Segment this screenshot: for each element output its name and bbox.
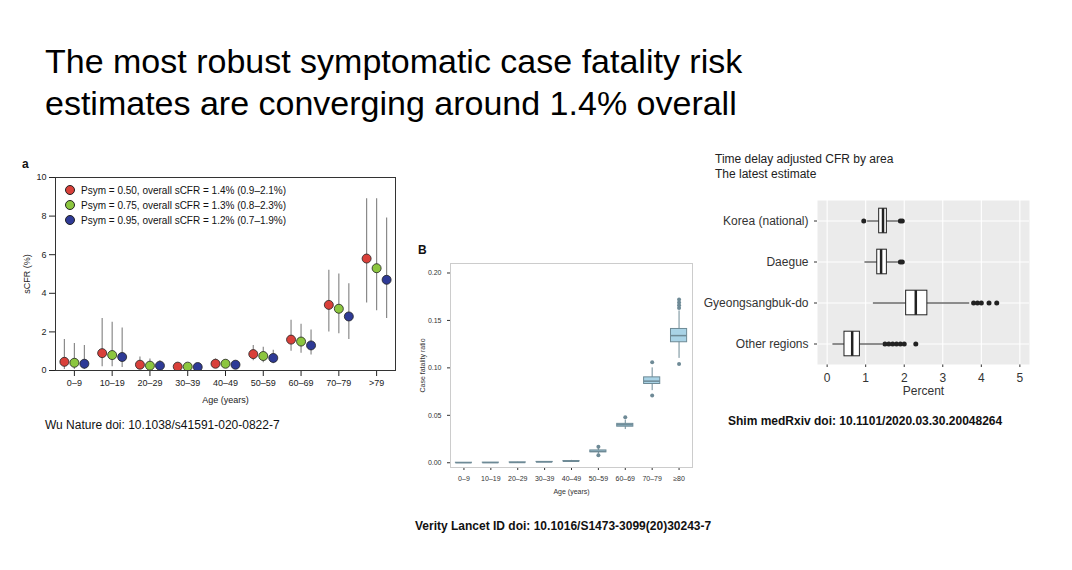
svg-text:0.15: 0.15 xyxy=(428,317,442,324)
svg-text:10–19: 10–19 xyxy=(481,475,501,482)
svg-text:3: 3 xyxy=(939,371,947,385)
svg-text:0.00: 0.00 xyxy=(428,459,442,466)
html-text:Psym = 0.95, overall sCFR = 1.: Psym = 0.95, overall sCFR = 1.2% (0.7–1.… xyxy=(81,215,287,226)
svg-text:4: 4 xyxy=(41,288,46,298)
svg-text:>79: >79 xyxy=(369,378,384,388)
html-text:Shim medRxiv doi: 10.1101/2020: Shim medRxiv doi: 10.1101/2020.03.30.200… xyxy=(728,414,1003,428)
svg-text:20–29: 20–29 xyxy=(137,378,162,388)
svg-text:10: 10 xyxy=(36,172,46,182)
svg-text:60–69: 60–69 xyxy=(616,475,636,482)
svg-text:≥80: ≥80 xyxy=(673,475,685,482)
html-text:Verity Lancet ID doi: 10.1016/: Verity Lancet ID doi: 10.1016/S1473-3099… xyxy=(415,519,712,533)
svg-text:Daegue: Daegue xyxy=(766,255,808,269)
html-text:a: a xyxy=(22,157,29,171)
svg-text:40–49: 40–49 xyxy=(562,475,582,482)
svg-text:0: 0 xyxy=(41,365,46,375)
svg-text:6: 6 xyxy=(41,250,46,260)
svg-text:Gyeongsangbuk-do: Gyeongsangbuk-do xyxy=(704,296,809,310)
svg-text:0: 0 xyxy=(824,371,831,385)
svg-text:10–19: 10–19 xyxy=(100,378,125,388)
svg-text:0.10: 0.10 xyxy=(428,364,442,371)
html-text:The most robust symptomatic ca: The most robust symptomatic case fatalit… xyxy=(45,42,743,122)
svg-text:sCFR (%): sCFR (%) xyxy=(22,254,32,294)
svg-text:5: 5 xyxy=(1017,371,1024,385)
svg-text:Case fatality ratio: Case fatality ratio xyxy=(419,338,427,392)
svg-text:Other regions: Other regions xyxy=(736,337,809,351)
svg-text:0.20: 0.20 xyxy=(428,269,442,276)
html-text:B: B xyxy=(418,243,427,257)
svg-text:60–69: 60–69 xyxy=(289,378,314,388)
svg-text:0.05: 0.05 xyxy=(428,412,442,419)
svg-text:40–49: 40–49 xyxy=(213,378,238,388)
svg-text:8: 8 xyxy=(41,211,46,221)
svg-text:4: 4 xyxy=(978,371,985,385)
svg-text:20–29: 20–29 xyxy=(508,475,528,482)
svg-text:1: 1 xyxy=(862,371,869,385)
html-text:Wu Nature doi: 10.1038/s41591-: Wu Nature doi: 10.1038/s41591-020-0822-7 xyxy=(45,418,280,432)
svg-text:70–79: 70–79 xyxy=(642,475,662,482)
svg-text:0–9: 0–9 xyxy=(458,475,470,482)
svg-text:Korea (national): Korea (national) xyxy=(723,214,808,228)
html-text:Psym = 0.75, overall sCFR = 1.: Psym = 0.75, overall sCFR = 1.3% (0.8–2.… xyxy=(81,200,287,211)
svg-text:2: 2 xyxy=(41,327,46,337)
svg-text:Percent: Percent xyxy=(903,384,945,398)
svg-text:50–59: 50–59 xyxy=(589,475,609,482)
svg-text:50–59: 50–59 xyxy=(251,378,276,388)
html-text:Psym = 0.50, overall sCFR = 1.: Psym = 0.50, overall sCFR = 1.4% (0.9–2.… xyxy=(81,185,287,196)
svg-text:Age (years): Age (years) xyxy=(553,488,589,496)
svg-text:70–79: 70–79 xyxy=(326,378,351,388)
html-text:Time delay adjusted CFR by are: Time delay adjusted CFR by area The late… xyxy=(715,152,894,181)
svg-text:0–9: 0–9 xyxy=(67,378,82,388)
svg-text:2: 2 xyxy=(900,371,908,385)
svg-text:30–39: 30–39 xyxy=(175,378,200,388)
svg-text:30–39: 30–39 xyxy=(535,475,555,482)
svg-text:Age (years): Age (years) xyxy=(202,395,249,405)
